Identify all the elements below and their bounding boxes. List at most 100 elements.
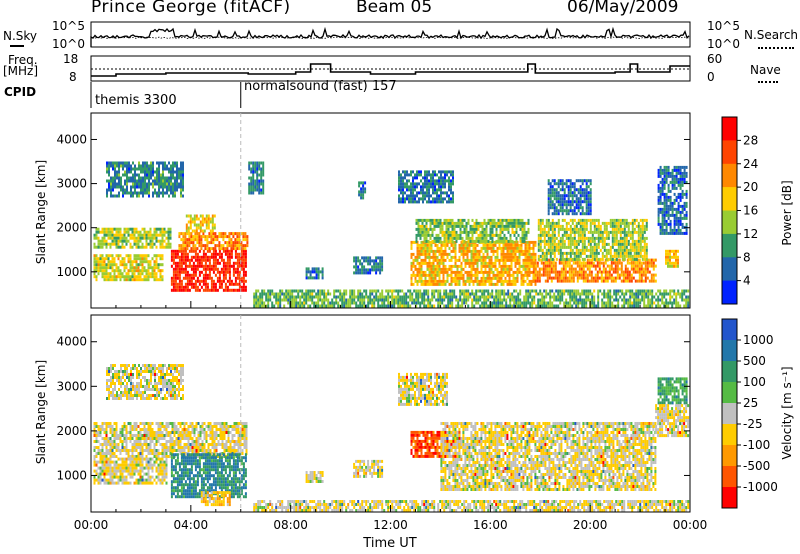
xtick-label-3: 12:00: [373, 518, 408, 532]
power-colorbar-label-0: 28: [743, 133, 758, 147]
power-colorbar-segment-1: [722, 140, 737, 165]
power-data-layer: [93, 161, 690, 308]
velocity-region-1: [93, 457, 168, 485]
velocity-region-12: [253, 500, 690, 512]
xtick-label-0: 00:00: [74, 518, 109, 532]
power-region-11: [410, 240, 537, 286]
power-colorbar-segment-0: [722, 117, 737, 141]
nsky-key-line: [10, 45, 24, 47]
power-colorbar-label-3: 16: [743, 204, 758, 218]
power-region-5: [106, 161, 184, 198]
velocity-colorbar-segment-0: [722, 319, 737, 341]
power-colorbar-segment-5: [722, 233, 737, 258]
nsky-trace: [90, 26, 690, 47]
velocity-colorbar-segment-4: [722, 403, 737, 425]
power-ytick-label-0: 1000: [56, 265, 87, 279]
xtick-label-6: 00:00: [673, 518, 708, 532]
velocity-region-10: [657, 377, 688, 405]
velocity-colorbar-label-7: -1000: [743, 480, 778, 494]
nave-label: Nave: [750, 63, 781, 77]
velocity-colorbar-label-3: 25: [743, 396, 758, 410]
velocity-region-7: [398, 372, 448, 406]
power-region-4: [185, 214, 216, 233]
power-region-12: [415, 218, 530, 243]
power-region-1: [93, 254, 164, 282]
nsky-tick-bottom: 10^0: [52, 37, 85, 51]
velocity-ytick-label-1: 2000: [56, 424, 87, 438]
nsky-label: N.Sky: [3, 29, 38, 43]
velocity-region-5: [305, 471, 324, 483]
power-colorbar-segment-6: [722, 257, 737, 282]
velocity-data-layer: [93, 364, 690, 512]
power-region-14: [537, 218, 648, 261]
velocity-colorbar-label-4: -25: [743, 417, 763, 431]
xtick-label-2: 08:00: [273, 518, 308, 532]
power-region-17: [665, 249, 679, 268]
power-region-15: [547, 179, 592, 216]
velocity-region-4: [106, 364, 184, 400]
velocity-colorbar-segment-5: [722, 424, 737, 446]
nave-key-line: [758, 81, 778, 83]
power-ytick-label-3: 4000: [56, 132, 87, 146]
beam-title: Beam 05: [356, 0, 433, 17]
velocity-colorbar-label-1: 500: [743, 354, 766, 368]
velocity-colorbar-segment-6: [722, 445, 737, 467]
velocity-colorbar-label-0: 1000: [743, 333, 774, 347]
velocity-colorbar-segment-3: [722, 382, 737, 404]
velocity-colorbar-segment-7: [722, 466, 737, 488]
freq-trace: [91, 63, 690, 77]
power-region-7: [305, 267, 324, 280]
freq-tick-bottom: 8: [69, 70, 77, 84]
power-region-9: [358, 181, 367, 200]
velocity-region-11: [655, 404, 690, 438]
xtick-label-1: 04:00: [174, 518, 209, 532]
cpid-entry-1: normalsound (fast) 157: [244, 79, 397, 94]
freq-unit: [MHz]: [3, 64, 39, 78]
nsky-tick-top: 10^5: [52, 19, 85, 33]
nave-tick-top: 60: [707, 52, 723, 66]
velocity-region-0: [93, 422, 248, 458]
velocity-colorbar-segment-8: [722, 487, 737, 509]
cpid-label: CPID: [4, 85, 37, 99]
nsearch-tick-bottom: 10^0: [707, 37, 740, 51]
power-ytick-label-2: 3000: [56, 177, 87, 191]
velocity-colorbar-label-2: 100: [743, 375, 766, 389]
cpid-entry-0: themis 3300: [95, 93, 177, 108]
freq-tick-top: 18: [63, 52, 79, 66]
power-region-8: [353, 256, 384, 275]
power-colorbar-segment-7: [722, 280, 737, 305]
xtick-label-4: 16:00: [473, 518, 508, 532]
x-axis-label: Time UT: [363, 536, 417, 551]
velocity-region-2: [170, 453, 247, 499]
nsearch-label: N.Search: [744, 28, 799, 42]
velocity-ytick-label-2: 3000: [56, 379, 87, 393]
velocity-ytick-label-0: 1000: [56, 468, 87, 482]
power-region-10: [398, 170, 454, 204]
power-colorbar-segment-2: [722, 163, 737, 188]
nsearch-tick-top: 10^5: [707, 19, 740, 33]
nave-tick-bottom: 0: [707, 70, 715, 84]
power-colorbar-label-1: 24: [743, 157, 758, 171]
velocity-colorbar-label-6: -500: [743, 459, 770, 473]
power-region-16: [657, 165, 688, 235]
velocity-ytick-label-3: 4000: [56, 335, 87, 349]
power-ytick-label-1: 2000: [56, 221, 87, 235]
nsearch-key-line: [758, 47, 794, 49]
power-region-3: [178, 232, 249, 251]
power-region-6: [248, 161, 265, 195]
power-colorbar-segment-3: [722, 187, 737, 211]
power-colorbar-label-2: 20: [743, 180, 758, 194]
nsky-panel-frame: [90, 21, 691, 48]
freq-label: Freq.: [8, 53, 38, 67]
velocity-region-9: [440, 422, 657, 491]
station-title: Prince George (fitACF): [91, 0, 291, 17]
power-region-0: [93, 227, 172, 249]
date-title: 06/May/2009: [567, 0, 679, 17]
velocity-region-6: [353, 459, 384, 478]
velocity-region-3: [200, 491, 231, 507]
power-region-13: [532, 258, 657, 283]
power-region-2: [170, 249, 247, 292]
velocity-colorbar-label-5: -100: [743, 438, 770, 452]
